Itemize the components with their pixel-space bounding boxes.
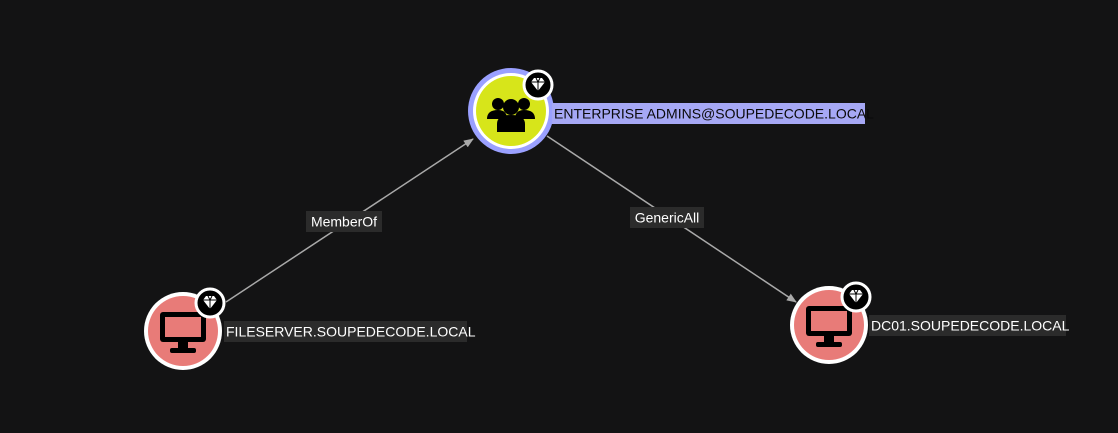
node-enterprise-admins[interactable]: ENTERPRISE ADMINS@SOUPEDECODE.LOCAL bbox=[468, 68, 874, 154]
edge-label-genericall-text: GenericAll bbox=[635, 210, 700, 226]
node-fileserver-label-bg bbox=[224, 321, 467, 342]
edge-label-memberof: MemberOf bbox=[306, 211, 382, 232]
edge-label-memberof-text: MemberOf bbox=[311, 214, 377, 230]
node-dc01[interactable]: DC01.SOUPEDECODE.LOCAL bbox=[790, 281, 1070, 364]
gem-icon bbox=[194, 287, 226, 319]
node-enterprise-admins-label: ENTERPRISE ADMINS@SOUPEDECODE.LOCAL bbox=[554, 106, 874, 122]
node-dc01-label-bg bbox=[869, 315, 1066, 336]
gem-icon bbox=[522, 69, 554, 101]
node-fileserver[interactable]: FILESERVER.SOUPEDECODE.LOCAL bbox=[144, 287, 476, 370]
gem-icon bbox=[840, 281, 872, 313]
node-fileserver-label: FILESERVER.SOUPEDECODE.LOCAL bbox=[226, 324, 476, 340]
users-icon bbox=[487, 98, 535, 132]
node-dc01-label: DC01.SOUPEDECODE.LOCAL bbox=[871, 318, 1070, 334]
edge-label-genericall: GenericAll bbox=[630, 207, 704, 228]
node-enterprise-admins-label-bg bbox=[552, 103, 865, 124]
